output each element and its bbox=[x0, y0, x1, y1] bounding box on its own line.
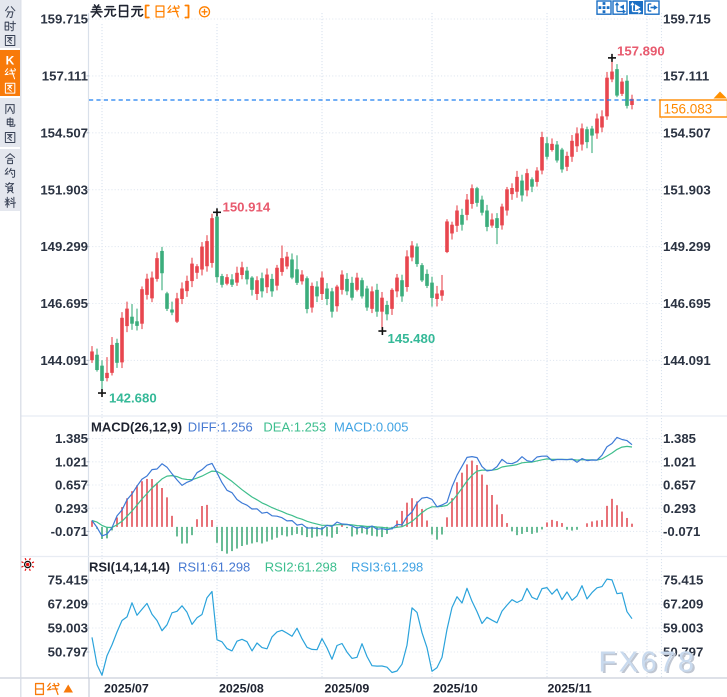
svg-text:K: K bbox=[6, 54, 15, 68]
svg-text:67.209: 67.209 bbox=[48, 597, 88, 612]
svg-text:156.083: 156.083 bbox=[664, 102, 713, 117]
svg-text:144.091: 144.091 bbox=[663, 353, 711, 368]
svg-text:MACD:0.005: MACD:0.005 bbox=[334, 420, 408, 435]
svg-text:FX678: FX678 bbox=[599, 647, 697, 679]
svg-text:0.657: 0.657 bbox=[55, 478, 88, 493]
svg-text:149.299: 149.299 bbox=[40, 239, 88, 254]
svg-text:142.680: 142.680 bbox=[109, 391, 157, 406]
svg-text:157.111: 157.111 bbox=[663, 69, 709, 84]
svg-text:75.415: 75.415 bbox=[663, 573, 703, 588]
svg-text:1.385: 1.385 bbox=[55, 431, 88, 446]
svg-text:2025/10: 2025/10 bbox=[433, 682, 478, 696]
svg-text:150.914: 150.914 bbox=[223, 200, 271, 215]
svg-text:2025/11: 2025/11 bbox=[548, 682, 592, 696]
svg-text:151.903: 151.903 bbox=[663, 182, 711, 197]
svg-text:RSI(14,14,14): RSI(14,14,14) bbox=[89, 560, 170, 575]
svg-text:RSI3:61.298: RSI3:61.298 bbox=[351, 560, 423, 575]
svg-text:1.021: 1.021 bbox=[663, 454, 696, 469]
svg-text:DEA:1.253: DEA:1.253 bbox=[263, 420, 326, 435]
svg-text:2025/07: 2025/07 bbox=[104, 682, 149, 696]
svg-text:-0.071: -0.071 bbox=[51, 524, 88, 539]
svg-text:59.003: 59.003 bbox=[663, 621, 703, 636]
svg-text:1.385: 1.385 bbox=[663, 431, 696, 446]
svg-text:0.293: 0.293 bbox=[55, 501, 88, 516]
svg-text:MACD(26,12,9): MACD(26,12,9) bbox=[91, 420, 182, 435]
svg-text:50.797: 50.797 bbox=[48, 645, 88, 660]
svg-text:FX678: FX678 bbox=[601, 648, 699, 680]
svg-text:159.715: 159.715 bbox=[40, 12, 88, 27]
svg-text:144.091: 144.091 bbox=[40, 353, 88, 368]
svg-text:DIFF:1.256: DIFF:1.256 bbox=[188, 420, 253, 435]
svg-text:146.695: 146.695 bbox=[40, 296, 88, 311]
svg-text:146.695: 146.695 bbox=[663, 296, 711, 311]
svg-text:145.480: 145.480 bbox=[388, 331, 436, 346]
svg-text:154.507: 154.507 bbox=[663, 125, 711, 140]
svg-text:157.890: 157.890 bbox=[617, 44, 665, 59]
svg-text:2025/09: 2025/09 bbox=[325, 682, 370, 696]
svg-text:0.293: 0.293 bbox=[663, 501, 696, 516]
svg-text:149.299: 149.299 bbox=[663, 239, 711, 254]
svg-text:RSI2:61.298: RSI2:61.298 bbox=[265, 560, 337, 575]
svg-text:2025/08: 2025/08 bbox=[219, 682, 264, 696]
svg-text:159.715: 159.715 bbox=[663, 12, 711, 27]
svg-text:151.903: 151.903 bbox=[40, 182, 88, 197]
svg-text:75.415: 75.415 bbox=[48, 573, 88, 588]
svg-text:0.657: 0.657 bbox=[663, 478, 696, 493]
svg-text:50.797: 50.797 bbox=[663, 645, 703, 660]
svg-text:154.507: 154.507 bbox=[40, 125, 88, 140]
svg-text:59.003: 59.003 bbox=[48, 621, 88, 636]
svg-text:157.111: 157.111 bbox=[42, 69, 88, 84]
svg-text:-0.071: -0.071 bbox=[663, 524, 700, 539]
svg-text:RSI1:61.298: RSI1:61.298 bbox=[178, 560, 250, 575]
svg-text:67.209: 67.209 bbox=[663, 597, 703, 612]
svg-text:1.021: 1.021 bbox=[55, 454, 88, 469]
